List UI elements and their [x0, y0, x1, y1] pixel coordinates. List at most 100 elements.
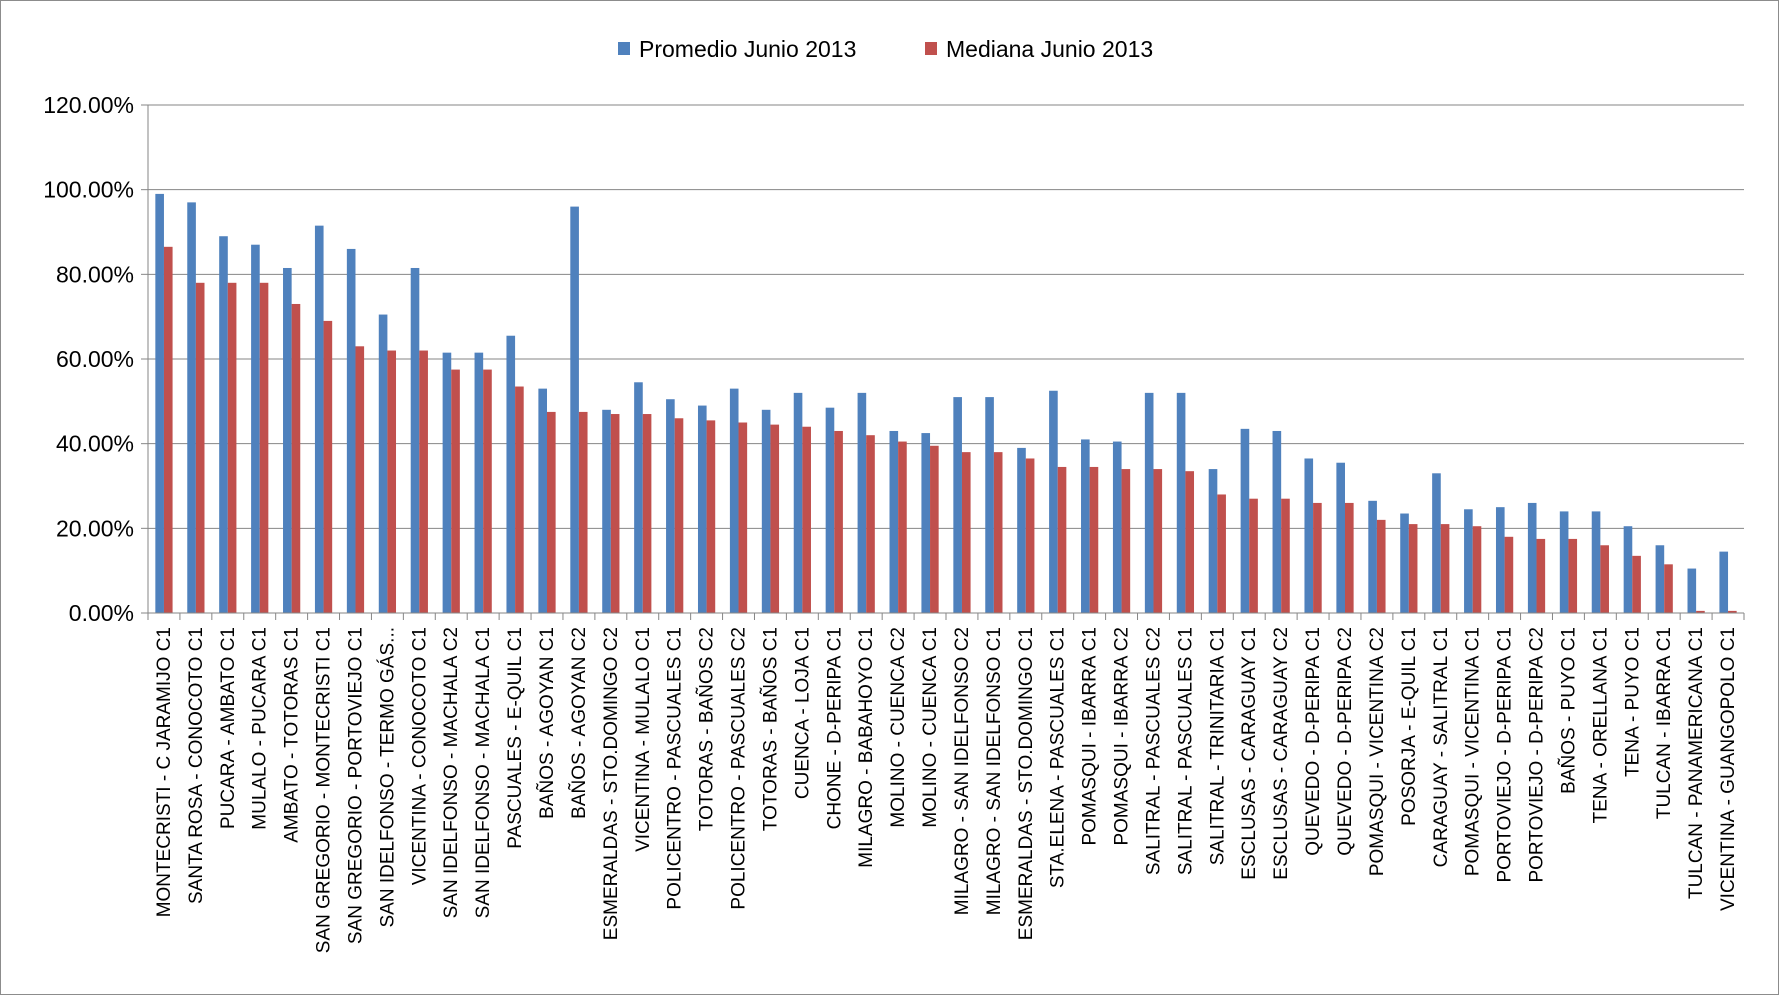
bar-promedio	[602, 409, 611, 613]
x-category-label: MULALO - PUCARA C1	[250, 627, 271, 830]
bar-mediana	[1664, 564, 1673, 613]
bar-mediana	[227, 282, 237, 613]
x-category-label: SAN IDELFONSO - TERMO GÁS...	[377, 627, 398, 928]
x-category-label: SALITRAL - PASCUALES C1	[1175, 627, 1196, 875]
bar-promedio	[1400, 513, 1409, 613]
bar-mediana	[451, 369, 460, 613]
bar-mediana	[706, 420, 716, 613]
x-category-label: POSORJA - E-QUIL C1	[1399, 627, 1420, 826]
bar-mediana	[291, 303, 301, 613]
bar-promedio	[1464, 509, 1473, 613]
x-category-label: ESMERALDAS - STO.DOMINGO C1	[1016, 627, 1037, 940]
bar-mediana	[961, 452, 971, 613]
bar-promedio	[1655, 545, 1665, 613]
bar-mediana	[1376, 519, 1386, 613]
bar-promedio	[570, 206, 579, 613]
y-tick-label: 120.00%	[43, 92, 134, 118]
x-category-label: PORTOVIEJO - D-PERIPA C2	[1527, 627, 1548, 883]
y-tick-label: 40.00%	[56, 431, 134, 457]
bar-mediana	[1025, 458, 1035, 613]
x-category-label: CUENCA - LOJA C1	[792, 627, 813, 799]
bar-promedio	[1368, 500, 1377, 613]
bar-promedio	[634, 382, 643, 613]
bar-mediana	[1440, 524, 1450, 613]
legend-label: Promedio Junio 2013	[639, 36, 856, 62]
bar-mediana	[1217, 494, 1226, 613]
bar-mediana	[1472, 526, 1482, 613]
y-tick-label: 100.00%	[43, 177, 134, 203]
x-category-label: VICENTINA - CONOCOTO C1	[409, 627, 430, 885]
bar-mediana	[898, 441, 907, 613]
x-category-label: SAN IDELFONSO - MACHALA C1	[473, 627, 494, 918]
bar-mediana	[1313, 502, 1322, 613]
bar-mediana	[1504, 536, 1514, 613]
bar-mediana	[930, 445, 939, 613]
bar-promedio	[697, 405, 707, 613]
bar-promedio	[793, 392, 803, 613]
bar-promedio	[538, 388, 547, 613]
x-category-label: MILAGRO - BABAHOYO C1	[856, 627, 877, 868]
bar-promedio	[1176, 392, 1186, 613]
bar-promedio	[1049, 390, 1058, 613]
legend: Promedio Junio 2013 Mediana Junio 2013	[618, 36, 1153, 62]
x-category-label: POMASQUI - IBARRA C1	[1080, 627, 1101, 846]
bar-mediana	[1185, 471, 1195, 613]
x-category-label: SAN IDELFONSO - MACHALA C2	[441, 627, 462, 918]
y-axis-ticks: 0.00% 20.00% 40.00% 60.00% 80.00% 100.00% 120.…	[43, 92, 148, 626]
bar-mediana	[1121, 469, 1131, 613]
bar-mediana	[515, 386, 524, 613]
bar-mediana	[1568, 538, 1578, 613]
x-category-label: QUEVEDO - D-PERIPA C1	[1303, 627, 1324, 856]
bar-mediana	[163, 246, 173, 613]
bar-promedio	[953, 397, 962, 613]
bar-promedio	[1687, 568, 1697, 613]
bar-mediana	[259, 282, 269, 613]
x-category-label: SAN GREGORIO - PORTOVIEJO C1	[345, 627, 366, 944]
bar-promedio	[825, 407, 835, 613]
bar-promedio	[442, 352, 452, 613]
bar-promedio	[1527, 502, 1537, 613]
x-category-label: QUEVEDO - D-PERIPA C2	[1335, 627, 1356, 856]
bar-mediana	[1089, 466, 1099, 613]
bar-mediana	[1249, 498, 1258, 613]
bar-mediana	[834, 430, 843, 613]
x-category-label: PUCARA - AMBATO C1	[218, 627, 239, 829]
x-category-label: CARAGUAY - SALITRAL C1	[1431, 627, 1452, 867]
bar-promedio	[889, 430, 899, 613]
bar-mediana	[1536, 538, 1546, 613]
bar-promedio	[1144, 392, 1154, 613]
bar-mediana	[1345, 502, 1354, 613]
bar-mediana	[387, 350, 397, 613]
x-axis-labels: MONTECRISTI - C JARAMIJO C1 SANTA ROSA - …	[154, 627, 1739, 953]
bar-promedio	[251, 244, 260, 613]
bar-mediana	[1408, 524, 1418, 613]
x-category-label: TOTORAS - BAÑOS C1	[759, 627, 781, 831]
x-category-label: SALITRAL - PASCUALES C2	[1143, 627, 1164, 875]
bar-promedio	[1719, 551, 1729, 613]
bar-promedio	[1081, 439, 1090, 613]
x-category-label: BAÑOS - AGOYAN C2	[568, 627, 590, 819]
x-category-label: AMBATO - TOTORAS C1	[282, 627, 303, 843]
bar-promedio	[729, 388, 739, 613]
bar-mediana	[195, 282, 205, 613]
x-category-label: POMASQUI - IBARRA C2	[1112, 627, 1133, 846]
bar-mediana	[323, 320, 333, 613]
bar-promedio	[314, 225, 324, 613]
bar-mediana	[1057, 466, 1067, 613]
bar-mediana	[355, 346, 365, 613]
bar-promedio	[155, 193, 164, 613]
bar-promedio	[1112, 441, 1122, 613]
x-category-label: VICENTINA - MULALO C1	[633, 627, 654, 852]
bar-mediana	[1281, 498, 1290, 613]
x-category-label: BAÑOS - PUYO C1	[1557, 627, 1579, 794]
x-category-label: POMASQUI - VICENTINA C1	[1463, 627, 1484, 876]
bar-mediana	[578, 411, 588, 613]
bar-promedio	[1304, 458, 1314, 613]
bar-promedio	[346, 248, 356, 613]
bar-promedio	[1495, 507, 1505, 613]
bar-mediana	[802, 426, 811, 613]
bar-promedio	[283, 267, 292, 613]
bar-promedio	[378, 314, 388, 613]
